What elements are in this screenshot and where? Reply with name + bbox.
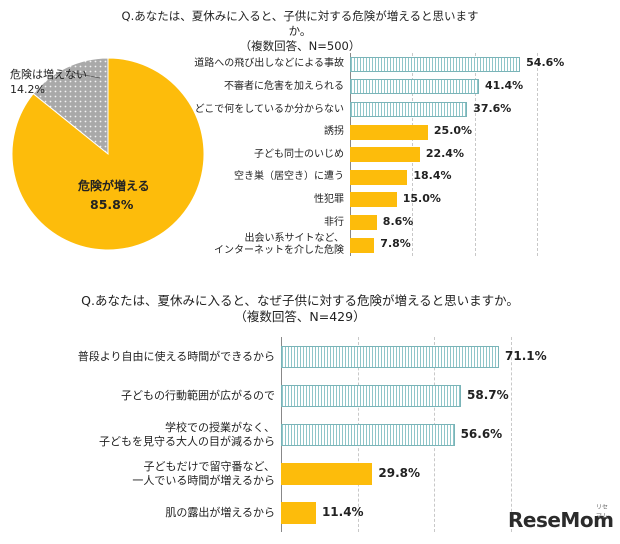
bar [350,56,521,72]
category-label: 学校での授業がなく、 子どもを見守る大人の目が減るから [99,421,275,449]
bar [281,501,316,524]
bar-value-label: 7.8% [380,237,411,251]
category-label-line: 普段より自由に使える時間ができるから [77,349,275,363]
category-label: 肌の露出が増えるから [165,506,275,520]
category-label-line: 不審者に危害を加えられる [224,80,344,92]
bar [350,215,377,230]
resemom-logo: ReseMom リセマム [508,504,614,532]
bar [350,79,480,95]
category-label: 空き巣（居空き）に遭う [234,171,344,183]
chart3-subtitle: （複数回答、N=429） [234,309,366,324]
pie-value-no-increase: 14.2% [10,83,45,96]
grid-line [474,53,476,257]
bar [281,462,373,485]
bar-value-label: 71.1% [505,348,547,363]
category-label: 子ども同士のいじめ [254,149,344,161]
chart1-title: Q.あなたは、夏休みに入ると、子供に対する危険が増えると思いますか。 （複数回答… [120,9,480,54]
category-label-line: 子どもだけで留守番など、 [143,459,275,473]
bar [281,384,461,407]
bar [350,124,428,140]
bar [281,345,500,368]
grid-line [511,337,512,532]
pie-svg [11,57,205,251]
bar-value-label: 54.6% [526,56,565,70]
category-label-line: 出会い系サイトなど、 [244,233,345,245]
category-label: 子どもだけで留守番など、 一人でいる時間が増えるから [132,460,275,488]
bar-value-label: 41.4% [485,78,524,92]
category-label-line: どこで何をしているか分からない [194,103,344,115]
logo-text: ReseMom [508,508,614,532]
chart1-question: Q.あなたは、夏休みに入ると、子供に対する危険が増えると思いますか。 [121,9,479,38]
category-label: 性犯罪 [314,194,344,206]
category-label-line: インターネットを介した危険 [214,245,344,257]
bar [350,102,468,117]
category-label-line: 肌の露出が増えるから [165,505,275,519]
grid-line [537,53,538,257]
logo-small-text: リセマム [596,504,609,520]
category-label: 子どもの行動範囲が広がるので [121,389,275,403]
category-label: どこで何をしているか分からない [195,104,344,116]
chart1-subtitle: （複数回答、N=500） [239,39,361,53]
category-label-line: 道路への飛び出しなどによる事故 [194,58,344,70]
bar [350,192,397,208]
category-label-line: 誘拐 [324,126,344,138]
pie-label-increase: 危険が増える [78,179,150,193]
pie-label-no-increase: 危険は増えない [10,68,87,81]
category-label-line: 空き巣（居空き）に遭う [234,171,344,183]
category-label-line: 子どもの行動範囲が広がるので [121,388,275,402]
bar [350,147,420,163]
bar-value-label: 29.8% [378,465,421,480]
category-label-line: 性犯罪 [314,193,344,205]
chart3-title: Q.あなたは、夏休みに入ると、なぜ子供に対する危険が増えると思いますか。 （複数… [80,293,520,325]
bar-value-label: 56.6% [460,426,503,441]
bar-value-label: 37.6% [473,101,512,115]
pie-chart [8,54,208,254]
bar [350,237,375,253]
pie-slice-no-increase [32,57,109,156]
bar [350,169,408,185]
bar-value-label: 18.4% [413,169,452,183]
bar-value-label: 22.4% [425,146,464,160]
bar-value-label: 58.7% [467,387,509,402]
category-label: 普段より自由に使える時間ができるから [78,350,275,364]
pie-slice-increase [11,57,205,251]
bar-value-label: 15.0% [402,191,441,205]
pie-value-increase: 85.8% [90,197,134,212]
category-label-line: 非行 [324,216,344,228]
category-label: 不審者に危害を加えられる [224,81,344,93]
category-label-line: 一人でいる時間が増えるから [132,473,275,487]
category-label: 出会い系サイトなど、 インターネットを介した危険 [214,233,344,257]
category-label-line: 子ども同士のいじめ [254,148,344,160]
category-label-line: 子どもを見守る大人の目が減るから [99,434,275,448]
bar-value-label: 25.0% [433,124,473,138]
category-label: 道路への飛び出しなどによる事故 [194,58,344,70]
category-label: 誘拐 [324,126,344,138]
category-label: 非行 [324,217,344,229]
bar [281,423,455,446]
category-label-line: 学校での授業がなく、 [165,420,275,434]
bar-value-label: 8.6% [382,214,414,228]
bar-value-label: 11.4% [321,504,364,519]
chart3-question: Q.あなたは、夏休みに入ると、なぜ子供に対する危険が増えると思いますか。 [81,293,519,308]
